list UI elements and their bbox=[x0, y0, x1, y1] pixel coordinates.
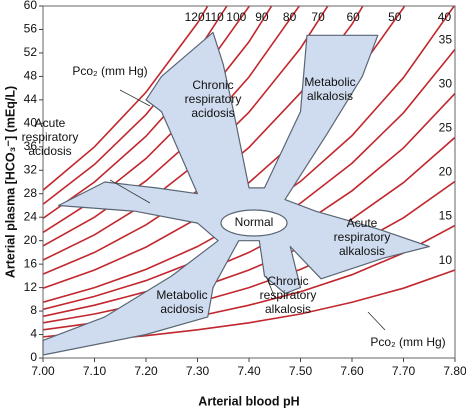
y-tick-label: 16 bbox=[24, 256, 38, 270]
isopleth-label: 80 bbox=[283, 10, 297, 24]
x-tick-label: 7.40 bbox=[237, 364, 261, 378]
region-label: Acute bbox=[347, 216, 378, 230]
region-outline bbox=[42, 31, 430, 356]
isopleths bbox=[43, 6, 455, 345]
isopleth-label: 30 bbox=[439, 77, 453, 91]
y-tick-label: 40 bbox=[24, 116, 38, 130]
pointer bbox=[109, 179, 151, 204]
pointers bbox=[109, 89, 386, 331]
y-tick-label: 12 bbox=[24, 280, 38, 294]
region-label: Chronic bbox=[267, 274, 308, 288]
x-tick-label: 7.70 bbox=[392, 364, 416, 378]
isopleth-label: 100 bbox=[226, 10, 246, 24]
x-tick-label: 7.10 bbox=[83, 364, 107, 378]
y-tick-label: 48 bbox=[24, 69, 38, 83]
isopleth bbox=[43, 6, 209, 191]
region-label: respiratory bbox=[22, 130, 79, 144]
x-axis-title: Arterial blood pH bbox=[198, 394, 299, 408]
y-tick-label: 36 bbox=[24, 139, 38, 153]
y-tick-label: 44 bbox=[24, 92, 38, 106]
isopleth-label: 60 bbox=[347, 10, 361, 24]
region-label: acidosis bbox=[160, 302, 203, 316]
isopleth-label: 15 bbox=[439, 209, 453, 223]
annotation: Pco₂ (mm Hg) bbox=[72, 64, 147, 78]
annotation: Pco₂ (mm Hg) bbox=[370, 335, 445, 349]
y-axis-title: Arterial plasma [HCO₃⁻] (mEq/L) bbox=[3, 86, 17, 278]
region-label: alkalosis bbox=[339, 244, 385, 258]
isopleth bbox=[43, 6, 228, 205]
region-label: Acute bbox=[35, 116, 66, 130]
y-tick-label: 20 bbox=[24, 233, 38, 247]
x-tick-label: 7.00 bbox=[31, 364, 55, 378]
region-label: Metabolic bbox=[156, 288, 207, 302]
isopleth-label: 20 bbox=[439, 165, 453, 179]
x-tick-label: 7.60 bbox=[340, 364, 364, 378]
region-label: respiratory bbox=[185, 92, 242, 106]
x-tick-label: 7.50 bbox=[289, 364, 313, 378]
x-tick-label: 7.30 bbox=[186, 364, 210, 378]
region-label: acidosis bbox=[191, 106, 234, 120]
isopleth bbox=[43, 92, 455, 318]
y-tick-label: 28 bbox=[24, 186, 38, 200]
isopleth-label: 35 bbox=[439, 33, 453, 47]
region-label: respiratory bbox=[260, 288, 317, 302]
region-label: acidosis bbox=[28, 144, 71, 158]
isopleth-label: 120 bbox=[185, 10, 205, 24]
normal-ellipse bbox=[220, 209, 288, 237]
region-label: Normal bbox=[235, 215, 274, 229]
pointer bbox=[265, 275, 276, 299]
region-label: Metabolic bbox=[304, 75, 355, 89]
x-tick-label: 7.80 bbox=[443, 364, 466, 378]
y-tick-label: 4 bbox=[30, 327, 37, 341]
isopleth-label: 40 bbox=[438, 10, 452, 24]
y-tick-label: 32 bbox=[24, 162, 38, 176]
y-tick-label: 52 bbox=[24, 45, 38, 59]
region-label: Chronic bbox=[192, 78, 233, 92]
isopleth-label: 110 bbox=[205, 10, 224, 24]
x-tick-label: 7.20 bbox=[134, 364, 158, 378]
isopleth-label: 50 bbox=[388, 10, 402, 24]
isopleth bbox=[43, 6, 406, 289]
pointer bbox=[367, 311, 386, 331]
y-tick-label: 0 bbox=[30, 350, 37, 364]
isopleth bbox=[43, 6, 301, 247]
region-label: respiratory bbox=[334, 230, 391, 244]
isopleth-label: 10 bbox=[439, 253, 453, 267]
isopleth-label: 25 bbox=[439, 121, 453, 135]
region-labels: ChronicrespiratoryacidosisMetabolicalkal… bbox=[22, 75, 391, 316]
region-label: alkalosis bbox=[307, 89, 353, 103]
isopleth-label: 90 bbox=[255, 10, 269, 24]
y-tick-label: 56 bbox=[24, 22, 38, 36]
y-tick-label: 60 bbox=[24, 0, 38, 12]
y-tick-label: 24 bbox=[24, 209, 38, 223]
y-tick-label: 8 bbox=[30, 303, 37, 317]
pointer bbox=[119, 89, 151, 107]
isopleth-label: 70 bbox=[311, 10, 325, 24]
region-label: alkalosis bbox=[265, 302, 311, 316]
isopleth bbox=[43, 136, 455, 324]
